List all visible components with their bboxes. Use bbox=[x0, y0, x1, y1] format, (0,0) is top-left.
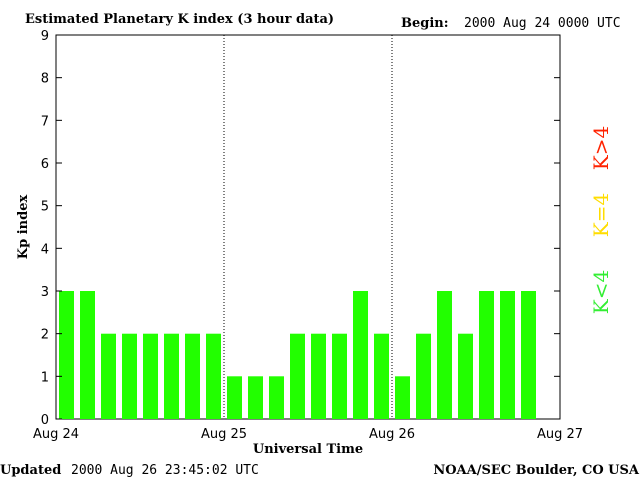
kp-bar bbox=[500, 291, 515, 419]
updated-label: Updated bbox=[0, 463, 61, 478]
kp-bar bbox=[101, 333, 116, 419]
kp-bar bbox=[416, 333, 431, 419]
kp-bars bbox=[59, 291, 536, 419]
credit-text: NOAA/SEC Boulder, CO USA bbox=[433, 463, 640, 478]
day-separators bbox=[223, 35, 393, 419]
kp-bar bbox=[437, 291, 452, 419]
y-tick-label: 4 bbox=[41, 242, 49, 257]
x-tick-label: Aug 25 bbox=[201, 427, 247, 442]
y-tick-label: 6 bbox=[41, 157, 49, 172]
y-tick-label: 2 bbox=[41, 328, 49, 343]
y-axis-label: Kp index bbox=[16, 195, 31, 260]
legend-k-above-4: K>4 bbox=[589, 126, 613, 170]
kp-bar bbox=[143, 333, 158, 419]
updated-value: 2000 Aug 26 23:45:02 UTC bbox=[71, 463, 259, 478]
plot-frame bbox=[55, 34, 561, 420]
legend-k-equal-4: K=4 bbox=[589, 193, 613, 237]
kp-bar bbox=[458, 333, 473, 419]
kp-bar bbox=[122, 333, 137, 419]
kp-bar bbox=[227, 376, 242, 419]
kp-bar bbox=[164, 333, 179, 419]
kp-bar bbox=[206, 333, 221, 419]
kp-bar bbox=[248, 376, 263, 419]
kp-bar bbox=[185, 333, 200, 419]
kp-bar bbox=[290, 333, 305, 419]
y-tick-label: 1 bbox=[41, 370, 49, 385]
y-tick-label: 3 bbox=[41, 285, 49, 300]
y-tick-label: 9 bbox=[41, 29, 49, 44]
kp-bar bbox=[269, 376, 284, 419]
kp-bar bbox=[374, 333, 389, 419]
kp-bar bbox=[353, 291, 368, 419]
y-axis-ticks: 0 1 2 3 4 5 6 7 8 9 bbox=[41, 29, 560, 428]
kp-bar bbox=[395, 376, 410, 419]
kp-bar bbox=[311, 333, 326, 419]
x-tick-label: Aug 26 bbox=[369, 427, 415, 442]
kp-bar bbox=[479, 291, 494, 419]
y-tick-label: 5 bbox=[41, 200, 49, 215]
begin-label: Begin: bbox=[401, 16, 449, 31]
x-tick-label: Aug 27 bbox=[537, 427, 583, 442]
y-tick-label: 8 bbox=[41, 72, 49, 87]
legend-k-below-4: K<4 bbox=[589, 270, 613, 314]
kp-bar bbox=[59, 291, 74, 419]
y-tick-label: 7 bbox=[41, 114, 49, 129]
kp-bar bbox=[521, 291, 536, 419]
begin-value: 2000 Aug 24 0000 UTC bbox=[464, 16, 621, 31]
x-axis-ticks: Aug 24 Aug 25 Aug 26 Aug 27 bbox=[33, 427, 583, 442]
kp-bar bbox=[332, 333, 347, 419]
x-axis-label: Universal Time bbox=[253, 442, 363, 457]
kp-bar bbox=[80, 291, 95, 419]
y-tick-label: 0 bbox=[41, 413, 49, 428]
chart-title: Estimated Planetary K index (3 hour data… bbox=[25, 12, 334, 27]
x-tick-label: Aug 24 bbox=[33, 427, 79, 442]
